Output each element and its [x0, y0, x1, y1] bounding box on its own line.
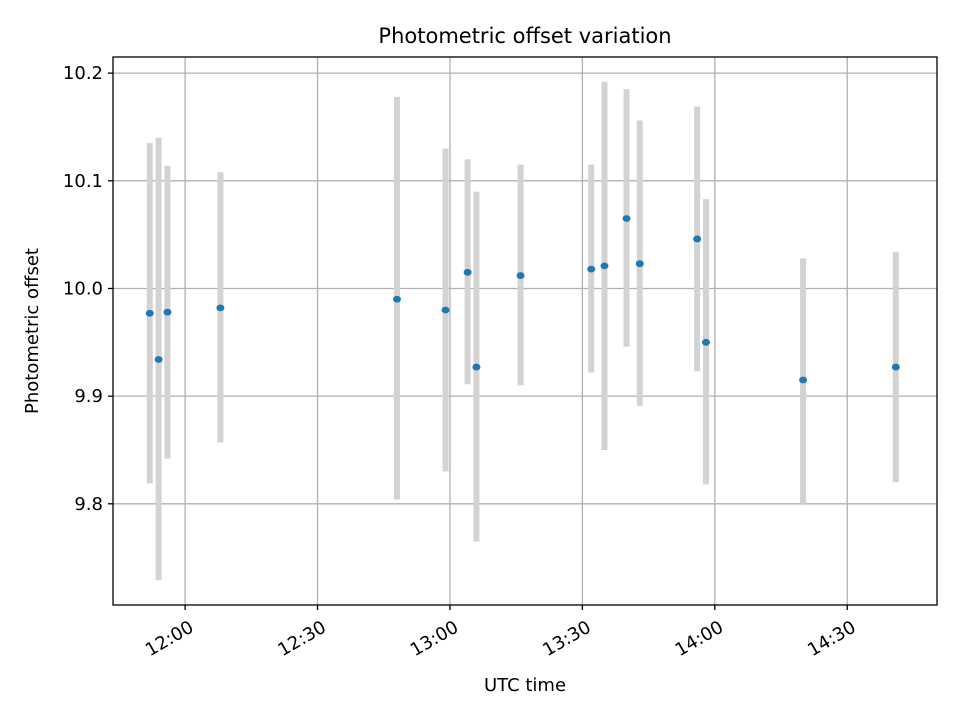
data-point — [145, 309, 154, 317]
data-point — [891, 363, 900, 371]
grid — [113, 57, 937, 605]
data-point — [472, 363, 481, 371]
data-point — [154, 356, 163, 363]
data-point — [392, 295, 401, 303]
points — [145, 215, 900, 384]
data-point — [216, 304, 225, 312]
chart-title: Photometric offset variation — [378, 24, 671, 48]
data-point — [635, 260, 644, 268]
y-axis-title: Photometric offset — [22, 248, 43, 414]
y-tick-label: 9.8 — [74, 494, 103, 515]
data-point — [600, 262, 609, 270]
y-tick-label: 10.1 — [63, 171, 103, 192]
data-point — [701, 338, 710, 346]
y-tick-label: 10.2 — [63, 63, 103, 84]
data-point — [163, 308, 172, 316]
data-point — [441, 306, 450, 314]
data-point — [622, 215, 631, 222]
y-tick-label: 9.9 — [74, 386, 103, 407]
data-point — [516, 272, 525, 279]
x-axis-title: UTC time — [484, 675, 566, 696]
y-tick-label: 10.0 — [63, 278, 103, 299]
y-axis: 9.8 9.9 10.0 10.1 10.2 — [63, 63, 113, 515]
data-point — [587, 265, 596, 273]
data-point — [463, 268, 472, 276]
plot-frame — [112, 56, 938, 606]
data-point — [693, 235, 702, 243]
data-point — [799, 376, 808, 384]
